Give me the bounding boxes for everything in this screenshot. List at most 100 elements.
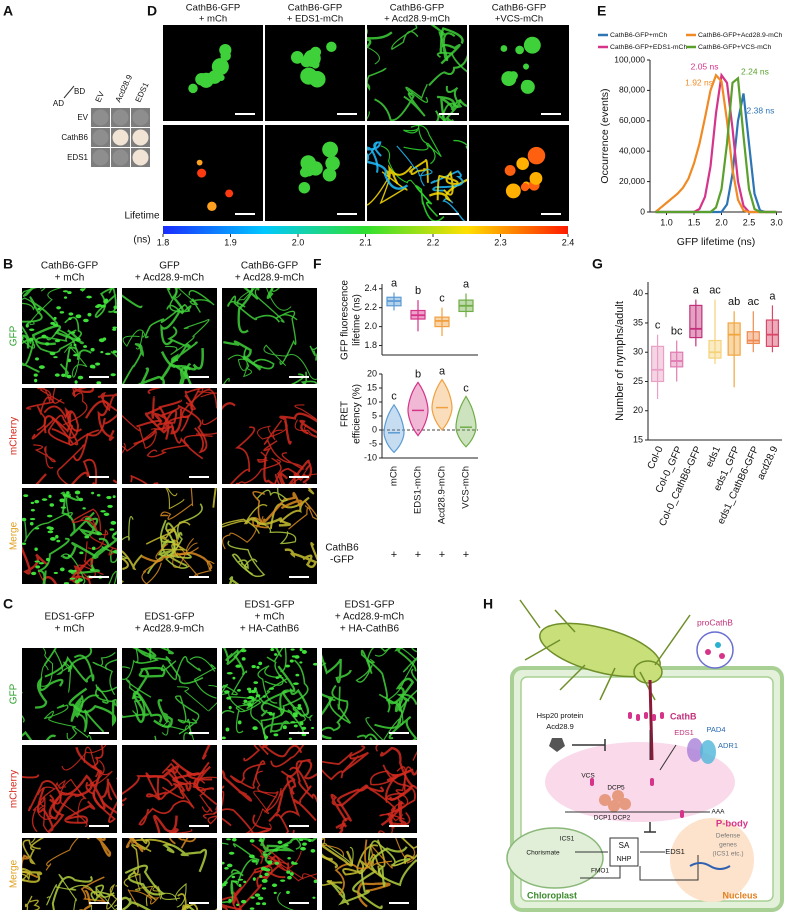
cell-wall bbox=[181, 389, 217, 419]
blob bbox=[298, 181, 311, 194]
cell-wall bbox=[367, 141, 382, 173]
granule bbox=[86, 295, 92, 299]
granule bbox=[287, 856, 291, 860]
cell-wall bbox=[367, 141, 378, 157]
granule bbox=[267, 860, 273, 863]
cell-wall bbox=[367, 67, 387, 91]
blob bbox=[521, 79, 531, 90]
colorbar-tick-label: 2.3 bbox=[494, 237, 507, 247]
granule bbox=[55, 534, 59, 539]
cell-wall bbox=[257, 665, 284, 704]
micrograph-texture bbox=[122, 745, 217, 833]
granule bbox=[107, 504, 113, 508]
granule bbox=[268, 713, 275, 716]
granule bbox=[292, 714, 298, 718]
cell-wall bbox=[277, 665, 310, 717]
label: + HA-CathB6 bbox=[340, 624, 400, 635]
significance-letter: a bbox=[439, 366, 446, 378]
granule bbox=[232, 676, 236, 680]
cell-wall bbox=[147, 388, 163, 395]
cell-wall bbox=[47, 414, 100, 446]
granule bbox=[105, 352, 111, 356]
granule bbox=[73, 353, 79, 357]
cell-wall bbox=[436, 52, 467, 73]
significance-letter: b bbox=[415, 368, 421, 380]
granule bbox=[45, 557, 50, 562]
y-axis-label: FRET bbox=[340, 401, 351, 427]
micrograph-texture bbox=[290, 41, 337, 88]
micrograph-texture bbox=[22, 490, 117, 584]
cell-wall bbox=[394, 648, 417, 672]
cell-wall bbox=[183, 718, 192, 740]
yeast-spot bbox=[112, 129, 129, 146]
cell-wall bbox=[257, 421, 288, 441]
granule bbox=[50, 321, 56, 325]
granule bbox=[82, 507, 86, 510]
cell-wall bbox=[403, 125, 436, 165]
label: mCherry bbox=[9, 770, 20, 808]
label: CathB6-GFP bbox=[492, 3, 546, 14]
granule bbox=[301, 733, 307, 737]
granule bbox=[266, 711, 273, 714]
cell-wall bbox=[122, 414, 158, 450]
granule bbox=[92, 365, 96, 369]
y-tick-label: 40 bbox=[633, 288, 643, 298]
cell-wall bbox=[442, 198, 466, 221]
cell-wall bbox=[193, 761, 217, 811]
label: BD bbox=[74, 87, 85, 96]
y-tick-label: 10 bbox=[367, 396, 377, 406]
granule bbox=[45, 342, 50, 346]
significance-letter: c bbox=[391, 391, 397, 403]
label: + Acd28.9-mCh bbox=[135, 624, 204, 635]
granule bbox=[77, 375, 84, 380]
box bbox=[689, 304, 703, 339]
yeast-spot bbox=[132, 109, 149, 126]
cell-wall bbox=[222, 769, 253, 802]
cell-wall bbox=[197, 388, 217, 398]
granule bbox=[231, 875, 236, 879]
granule bbox=[238, 884, 242, 888]
cell-wall bbox=[251, 841, 289, 871]
yeast-spot bbox=[112, 149, 129, 166]
cell-wall bbox=[22, 774, 39, 779]
cell-wall bbox=[108, 288, 114, 294]
granule bbox=[301, 726, 307, 730]
cell-wall bbox=[72, 414, 117, 462]
granule bbox=[59, 498, 65, 503]
micrograph-texture bbox=[222, 288, 317, 384]
legend-label: CathB6-GFP+mCh bbox=[610, 32, 667, 39]
granule bbox=[35, 357, 39, 361]
granule bbox=[67, 554, 71, 558]
cell-wall bbox=[22, 730, 57, 740]
blob bbox=[300, 155, 316, 171]
cell-wall bbox=[36, 388, 65, 404]
granule bbox=[225, 727, 230, 732]
granule bbox=[252, 877, 256, 881]
cell-wall bbox=[256, 488, 289, 502]
granule bbox=[263, 853, 268, 856]
granule bbox=[262, 695, 266, 698]
granule bbox=[112, 326, 117, 329]
granule bbox=[235, 664, 242, 668]
cell-wall bbox=[61, 530, 117, 560]
cell-wall bbox=[263, 419, 304, 471]
cell-wall bbox=[82, 458, 98, 484]
y-tick-label: 40,000 bbox=[619, 145, 645, 155]
label: Merge bbox=[9, 521, 20, 550]
granule bbox=[310, 848, 316, 853]
cell-wall bbox=[243, 745, 269, 762]
cell-wall bbox=[229, 696, 262, 713]
violin bbox=[383, 403, 405, 454]
cell-wall bbox=[137, 367, 165, 384]
cell-wall bbox=[160, 488, 194, 520]
cell-wall bbox=[22, 838, 45, 865]
granule bbox=[288, 737, 292, 740]
cell-wall bbox=[260, 659, 309, 740]
cell-wall bbox=[136, 409, 178, 431]
diagram-label: CathB bbox=[670, 711, 697, 721]
granule bbox=[290, 648, 295, 651]
granule bbox=[30, 571, 37, 576]
y-tick-label: 15 bbox=[633, 434, 643, 444]
granule bbox=[302, 842, 307, 846]
